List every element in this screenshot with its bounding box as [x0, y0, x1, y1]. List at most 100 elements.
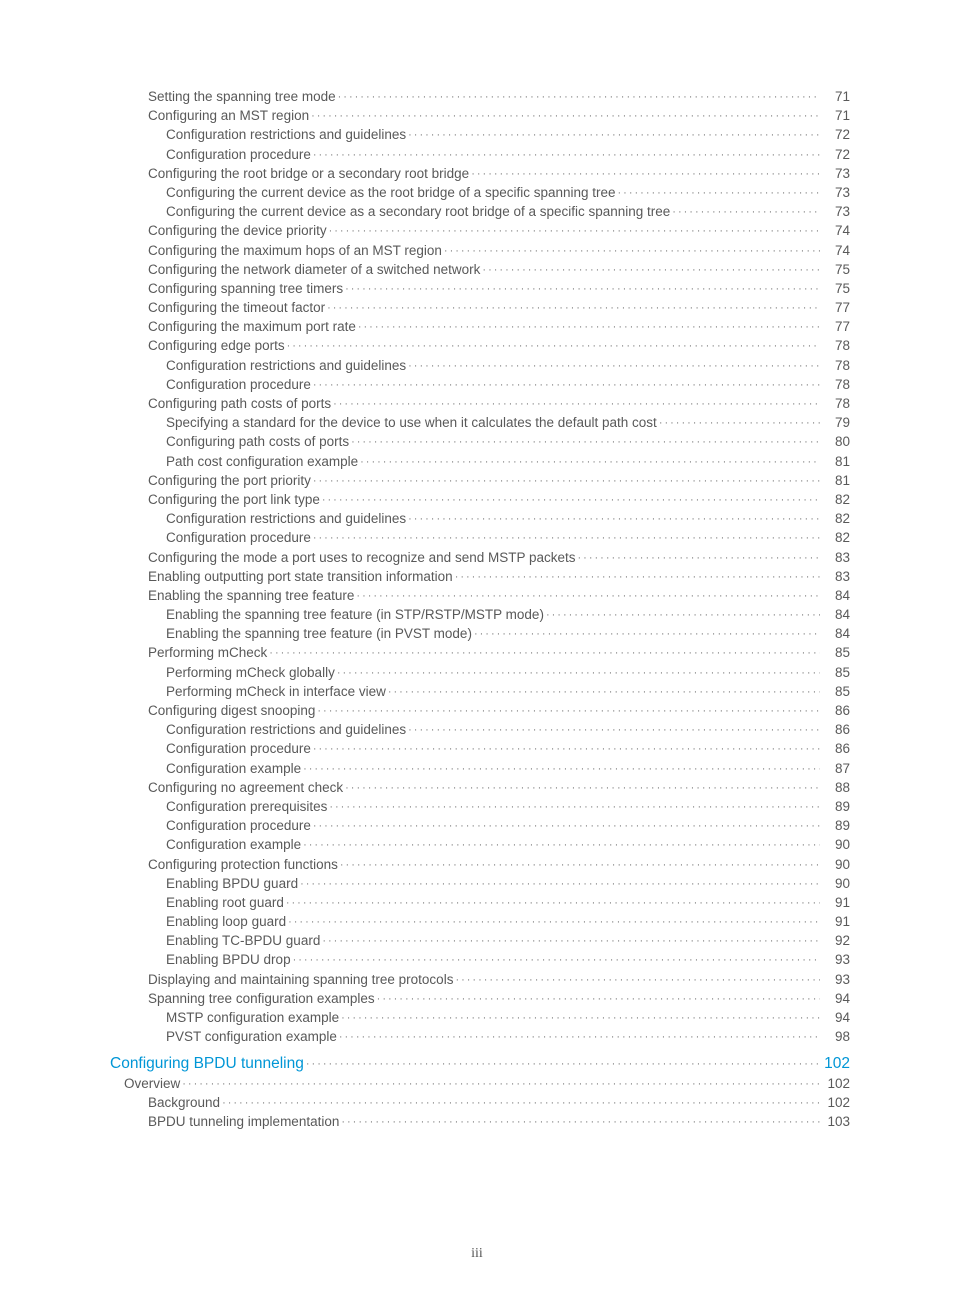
toc-leader-dots — [286, 898, 820, 909]
toc-entry[interactable]: Enabling outputting port state transitio… — [110, 570, 850, 584]
toc-entry[interactable]: Enabling BPDU drop 93 — [110, 953, 850, 967]
toc-entry-page: 82 — [822, 493, 850, 507]
toc-entry-page: 90 — [822, 877, 850, 891]
toc-entry-page: 82 — [822, 512, 850, 526]
toc-entry[interactable]: Specifying a standard for the device to … — [110, 416, 850, 430]
toc-leader-dots — [546, 610, 820, 621]
toc-entry-title: Enabling BPDU drop — [166, 953, 291, 967]
toc-entry[interactable]: Setting the spanning tree mode71 — [110, 90, 850, 104]
toc-leader-dots — [288, 917, 820, 928]
toc-leader-dots — [672, 207, 820, 218]
toc-entry[interactable]: Enabling the spanning tree feature84 — [110, 589, 850, 603]
toc-entry[interactable]: Configuring the maximum port rate77 — [110, 320, 850, 334]
toc-entry-page: 89 — [822, 819, 850, 833]
toc-entry-page: 103 — [822, 1115, 850, 1129]
toc-entry[interactable]: Configuration procedure89 — [110, 819, 850, 833]
toc-entry-title: Configuration procedure — [166, 378, 311, 392]
toc-entry[interactable]: Configuration restrictions and guideline… — [110, 128, 850, 142]
toc-entry[interactable]: MSTP configuration example94 — [110, 1011, 850, 1025]
toc-entry[interactable]: Configuration example87 — [110, 762, 850, 776]
toc-leader-dots — [388, 687, 820, 698]
toc-leader-dots — [408, 361, 820, 372]
toc-entry[interactable]: Configuration procedure72 — [110, 148, 850, 162]
toc-entry[interactable]: Configuring the mode a port uses to reco… — [110, 551, 850, 565]
toc-entry-title: Configuration restrictions and guideline… — [166, 723, 406, 737]
toc-entry-page: 91 — [822, 896, 850, 910]
toc-entry[interactable]: Configuration example90 — [110, 838, 850, 852]
toc-entry-title: Configuring protection functions — [148, 858, 338, 872]
toc-entry[interactable]: Configuring the current device as the ro… — [110, 186, 850, 200]
toc-entry[interactable]: Configuring the port priority81 — [110, 474, 850, 488]
toc-leader-dots — [340, 860, 820, 871]
toc-entry[interactable]: Configuring an MST region71 — [110, 109, 850, 123]
toc-entry-page: 91 — [822, 915, 850, 929]
toc-entry-title: Configuring the network diameter of a sw… — [148, 263, 480, 277]
toc-entry[interactable]: Overview102 — [110, 1077, 850, 1091]
toc-leader-dots — [377, 994, 820, 1005]
toc-leader-dots — [408, 725, 820, 736]
toc-entry[interactable]: Configuring path costs of ports78 — [110, 397, 850, 411]
toc-entry[interactable]: BPDU tunneling implementation103 — [110, 1115, 850, 1129]
toc-entry[interactable]: Configuring the timeout factor77 — [110, 301, 850, 315]
toc-entry[interactable]: Configuration restrictions and guideline… — [110, 512, 850, 526]
toc-leader-dots — [482, 265, 820, 276]
toc-entry[interactable]: Configuring the current device as a seco… — [110, 205, 850, 219]
toc-entry[interactable]: Enabling loop guard91 — [110, 915, 850, 929]
toc-entry[interactable]: Configuring the maximum hops of an MST r… — [110, 244, 850, 258]
toc-entry[interactable]: Performing mCheck globally85 — [110, 666, 850, 680]
toc-entry-page: 89 — [822, 800, 850, 814]
toc-entry[interactable]: Enabling BPDU guard 90 — [110, 877, 850, 891]
toc-entry[interactable]: Performing mCheck85 — [110, 646, 850, 660]
toc-entry-title: Background — [148, 1096, 220, 1110]
toc-entry[interactable]: Configuration restrictions and guideline… — [110, 723, 850, 737]
toc-entry-title: Configuring edge ports — [148, 339, 285, 353]
toc-leader-dots — [578, 553, 821, 564]
toc-entry-title: Configuring the root bridge or a seconda… — [148, 167, 469, 181]
toc-entry-title: Configuring the current device as a seco… — [166, 205, 670, 219]
toc-entry[interactable]: Configuring the port link type82 — [110, 493, 850, 507]
toc-entry[interactable]: Spanning tree configuration examples94 — [110, 992, 850, 1006]
toc-entry-page: 78 — [822, 339, 850, 353]
toc-entry[interactable]: Enabling the spanning tree feature (in S… — [110, 608, 850, 622]
toc-entry-page: 94 — [822, 1011, 850, 1025]
toc-entry[interactable]: Path cost configuration example81 — [110, 455, 850, 469]
toc-entry-page: 81 — [822, 455, 850, 469]
toc-entry[interactable]: Configuring the device priority74 — [110, 224, 850, 238]
toc-entry[interactable]: Configuring protection functions90 — [110, 858, 850, 872]
toc-entry[interactable]: Displaying and maintaining spanning tree… — [110, 973, 850, 987]
toc-entry[interactable]: Configuring digest snooping86 — [110, 704, 850, 718]
toc-leader-dots — [455, 572, 820, 583]
toc-entry-title: Enabling BPDU guard — [166, 877, 298, 891]
toc-entry[interactable]: Background102 — [110, 1096, 850, 1110]
toc-entry[interactable]: Configuration procedure82 — [110, 531, 850, 545]
toc-entry[interactable]: Performing mCheck in interface view85 — [110, 685, 850, 699]
toc-entry[interactable]: Configuration procedure78 — [110, 378, 850, 392]
toc-entry[interactable]: Enabling the spanning tree feature (in P… — [110, 627, 850, 641]
toc-entry[interactable]: Enabling TC-BPDU guard92 — [110, 934, 850, 948]
toc-entry-title: Specifying a standard for the device to … — [166, 416, 657, 430]
toc-entry[interactable]: Configuring edge ports 78 — [110, 339, 850, 353]
toc-entry[interactable]: Configuring path costs of ports80 — [110, 435, 850, 449]
toc-entry[interactable]: Configuration prerequisites89 — [110, 800, 850, 814]
toc-entry[interactable]: PVST configuration example98 — [110, 1030, 850, 1044]
toc-entry-page: 93 — [822, 953, 850, 967]
toc-entry-page: 84 — [822, 627, 850, 641]
toc-entry-page: 82 — [822, 531, 850, 545]
toc-entry-title: Configuration restrictions and guideline… — [166, 359, 406, 373]
toc-entry-title: Configuring the port priority — [148, 474, 311, 488]
toc-entry-title: Configuring BPDU tunneling — [110, 1056, 304, 1072]
toc-entry[interactable]: Configuring no agreement check88 — [110, 781, 850, 795]
toc-entry-page: 74 — [822, 224, 850, 238]
toc-leader-dots — [303, 764, 820, 775]
toc-entry[interactable]: Configuring spanning tree timers75 — [110, 282, 850, 296]
toc-chapter-link[interactable]: Configuring BPDU tunneling102 — [110, 1056, 850, 1072]
toc-entry[interactable]: Configuring the network diameter of a sw… — [110, 263, 850, 277]
toc-entry-title: Enabling root guard — [166, 896, 284, 910]
toc-leader-dots — [287, 341, 820, 352]
toc-entry[interactable]: Enabling root guard 91 — [110, 896, 850, 910]
toc-entry[interactable]: Configuration procedure86 — [110, 742, 850, 756]
toc-entry[interactable]: Configuration restrictions and guideline… — [110, 359, 850, 373]
toc-entry-page: 88 — [822, 781, 850, 795]
toc-leader-dots — [408, 514, 820, 525]
toc-entry[interactable]: Configuring the root bridge or a seconda… — [110, 167, 850, 181]
